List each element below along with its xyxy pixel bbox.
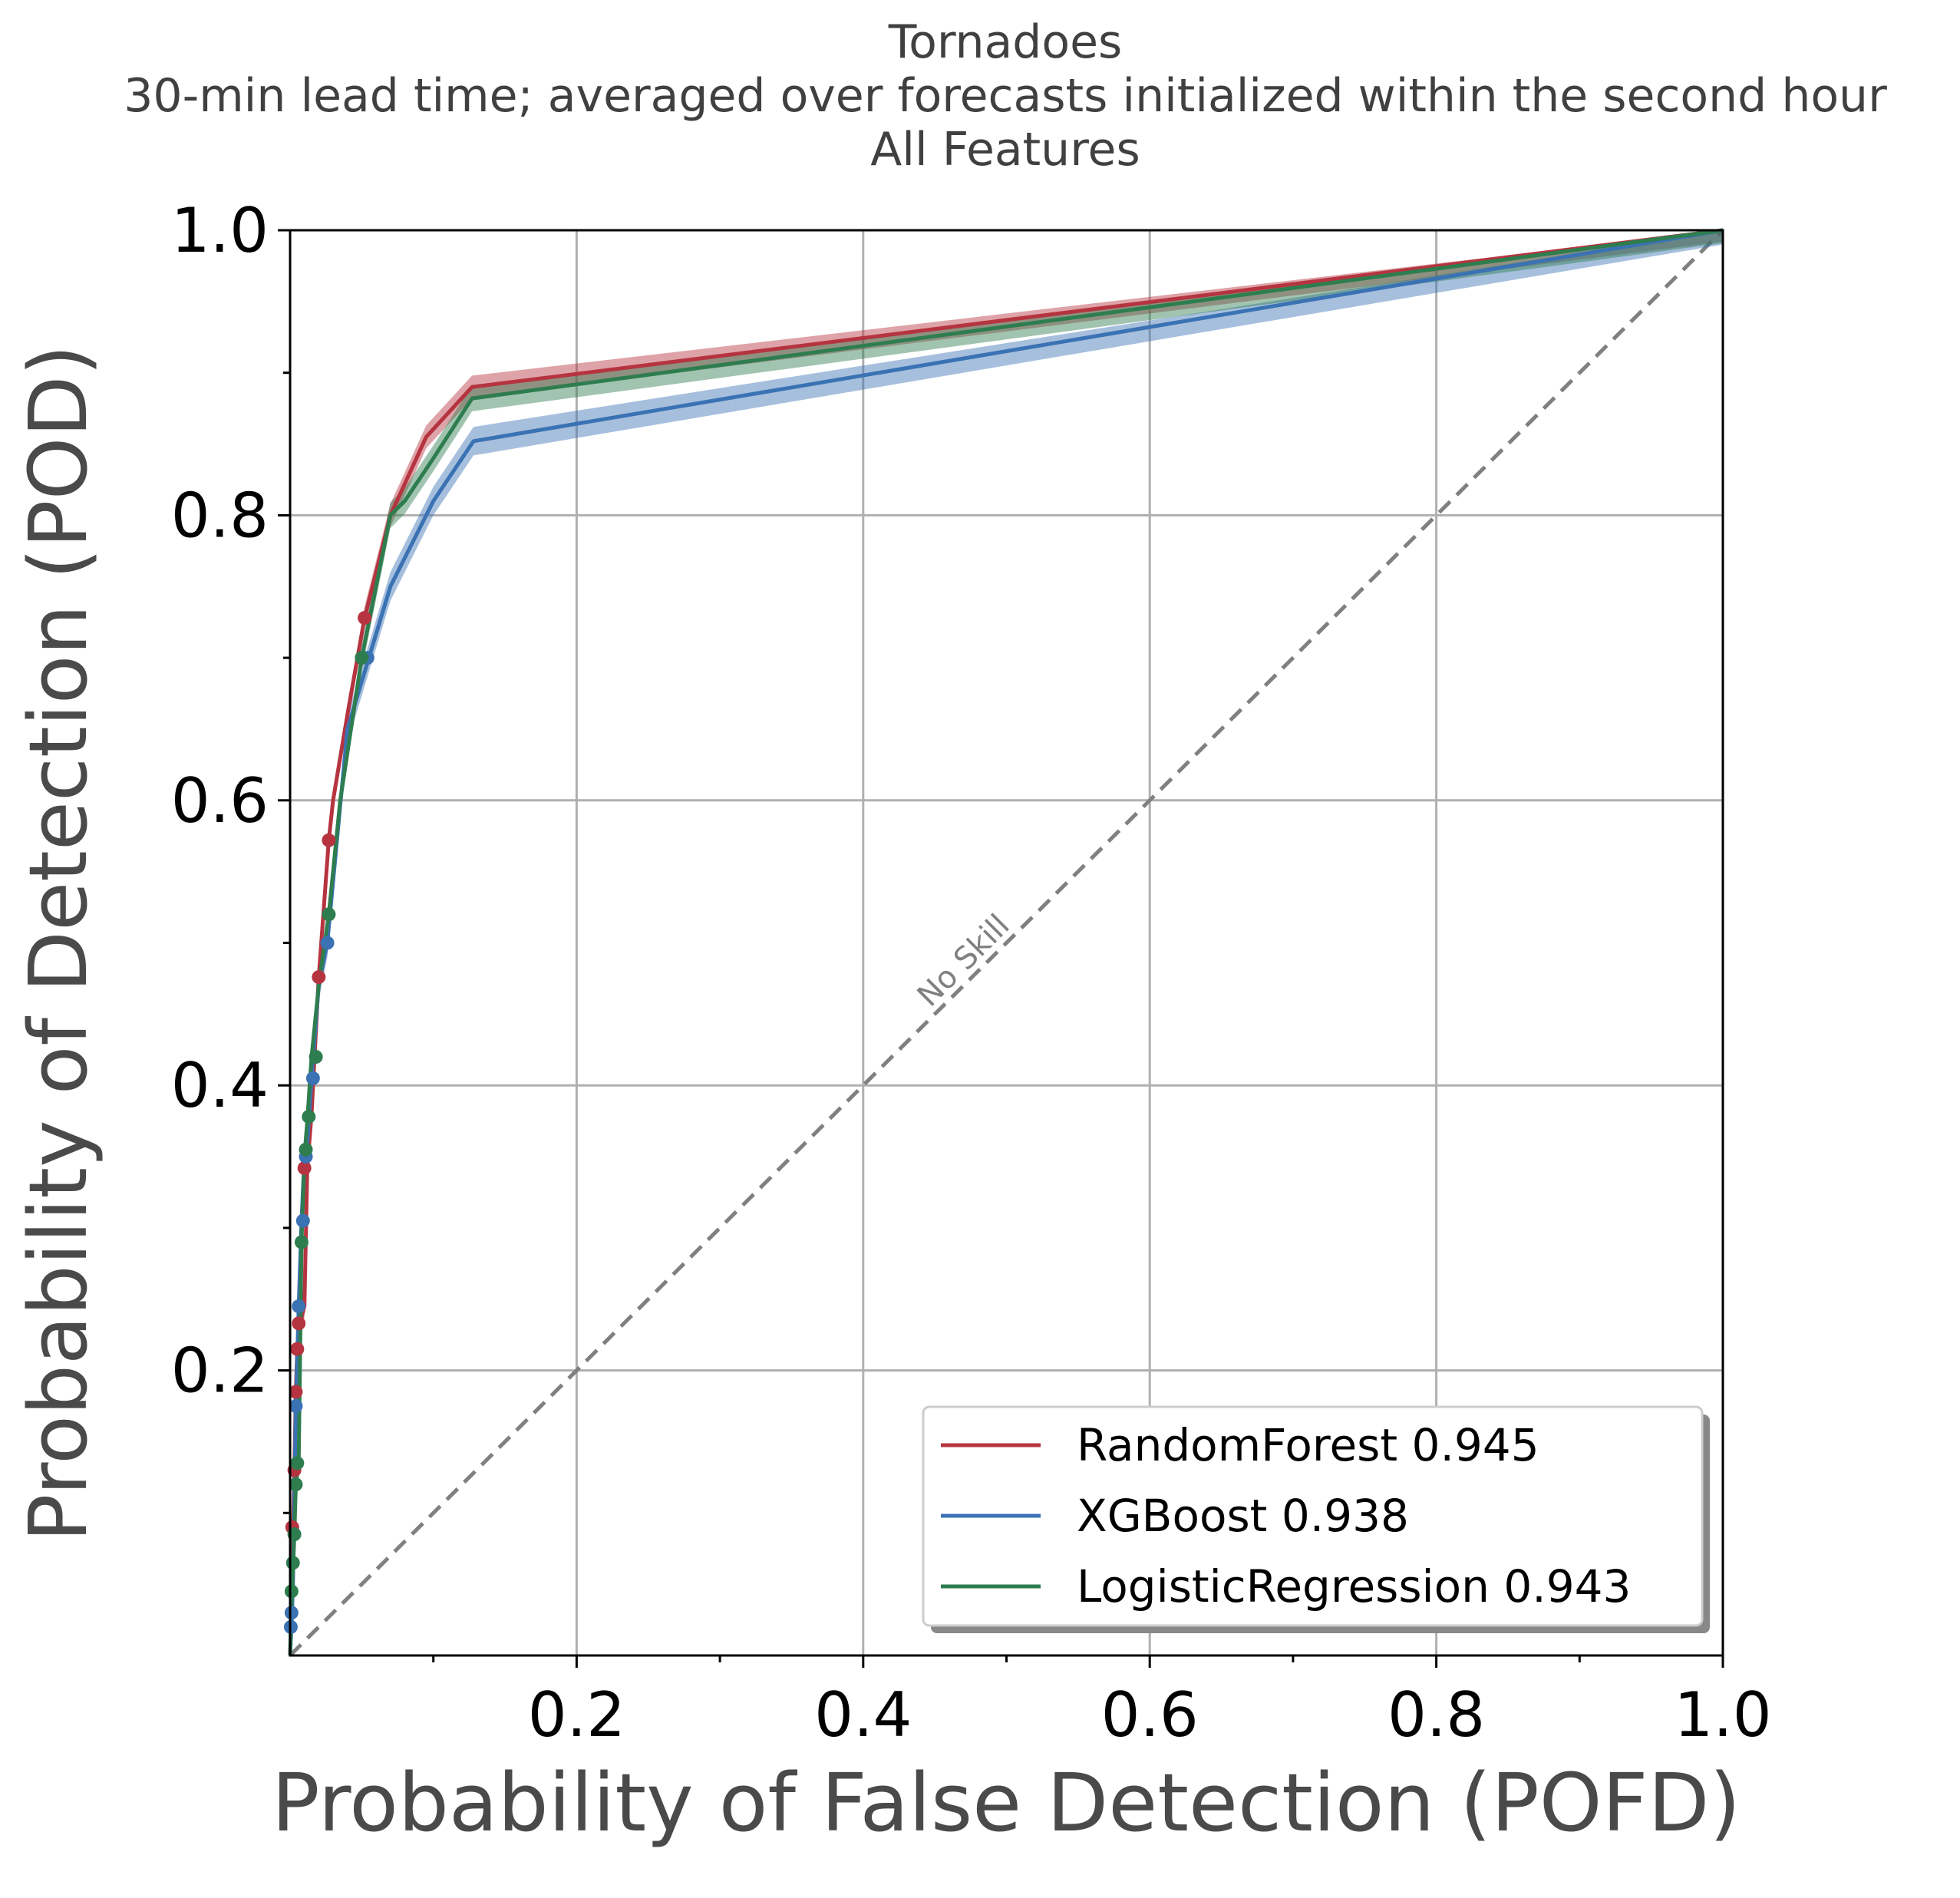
x-axis-label: Probability of False Detection (POFD) xyxy=(272,1756,1741,1850)
y-tick-label-0: 0.2 xyxy=(171,1335,269,1407)
x-tick-labels: 0.2 0.4 0.6 0.8 1.0 xyxy=(528,1679,1772,1751)
marker-series-0-6 xyxy=(312,970,326,985)
legend-label-1: XGBoost 0.938 xyxy=(1077,1490,1409,1542)
chart-subtitle-features: All Features xyxy=(870,123,1140,177)
axis-ticks xyxy=(278,229,1724,1668)
marker-series-0-7 xyxy=(322,833,336,847)
x-tick-label-1: 0.4 xyxy=(814,1679,912,1751)
marker-series-0-2 xyxy=(289,1385,303,1399)
y-axis-label: Probability of Detection (POD) xyxy=(12,345,105,1542)
marker-series-1-7 xyxy=(320,936,335,950)
y-tick-label-4: 1.0 xyxy=(171,195,269,266)
marker-series-1-3 xyxy=(292,1299,306,1314)
x-tick-label-4: 1.0 xyxy=(1674,1679,1771,1751)
marker-series-1-2 xyxy=(289,1399,303,1414)
marker-series-2-4 xyxy=(290,1456,305,1471)
marker-series-0-3 xyxy=(290,1342,305,1356)
marker-series-0-8 xyxy=(358,611,372,626)
x-tick-label-3: 0.8 xyxy=(1388,1679,1485,1751)
marker-series-2-6 xyxy=(299,1142,313,1157)
legend-box xyxy=(922,1405,1704,1627)
marker-series-1-6 xyxy=(305,1071,320,1085)
x-tick-label-2: 0.6 xyxy=(1101,1679,1199,1751)
marker-series-2-5 xyxy=(294,1235,309,1249)
grid xyxy=(290,230,1723,1655)
marker-series-2-0 xyxy=(284,1584,299,1599)
no-skill-line xyxy=(289,229,1724,1657)
marker-series-1-1 xyxy=(284,1606,299,1620)
y-tick-label-2: 0.6 xyxy=(171,765,269,837)
marker-series-2-3 xyxy=(289,1477,303,1492)
marker-series-0-4 xyxy=(292,1316,306,1331)
y-tick-label-3: 0.8 xyxy=(171,480,269,551)
chart-title: Tornadoes xyxy=(888,15,1123,69)
title-block: Tornadoes 30-min lead time; averaged ove… xyxy=(124,15,1887,177)
legend-items: RandomForest 0.945 XGBoost 0.938 LogisticR… xyxy=(941,1419,1631,1612)
legend-label-0: RandomForest 0.945 xyxy=(1077,1419,1539,1471)
no-skill-label: No Skill xyxy=(911,908,1017,1014)
marker-series-2-1 xyxy=(285,1556,300,1570)
series-markers xyxy=(283,611,375,1634)
x-tick-label-0: 0.2 xyxy=(528,1679,625,1751)
marker-series-2-10 xyxy=(355,651,369,665)
chart-subtitle: 30-min lead time; averaged over forecast… xyxy=(124,69,1887,123)
legend: RandomForest 0.945 XGBoost 0.938 LogisticR… xyxy=(922,1405,1710,1633)
marker-series-0-5 xyxy=(297,1160,312,1175)
legend-label-2: LogisticRegression 0.943 xyxy=(1077,1560,1631,1612)
marker-series-2-8 xyxy=(309,1050,323,1065)
y-tick-labels: 0.2 0.4 0.6 0.8 1.0 xyxy=(171,195,269,1407)
marker-series-2-7 xyxy=(302,1110,316,1124)
marker-series-1-4 xyxy=(295,1213,310,1228)
marker-series-2-9 xyxy=(322,907,336,922)
y-tick-label-1: 0.4 xyxy=(171,1050,269,1121)
